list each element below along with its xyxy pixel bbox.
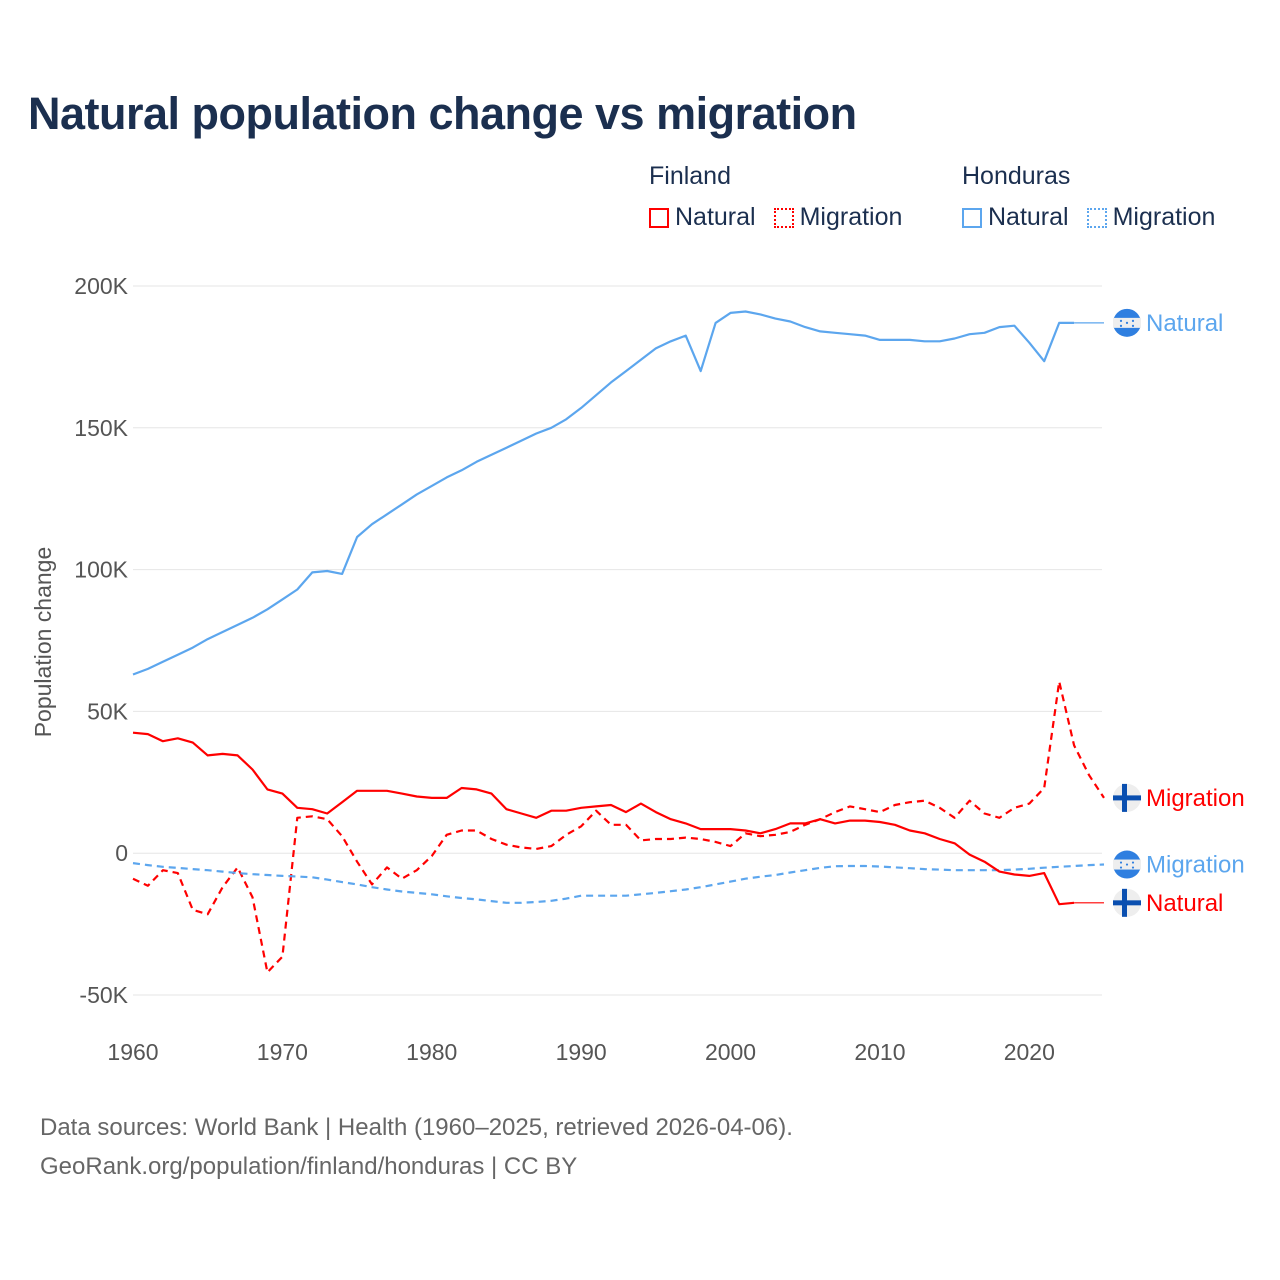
flag-star [1119, 866, 1123, 869]
y-tick-label: 0 [115, 840, 128, 866]
y-tick-label: 200K [74, 273, 128, 299]
legend-label: Natural [675, 203, 756, 231]
flag-star [1125, 321, 1129, 324]
x-tick-label: 2020 [1004, 1039, 1055, 1065]
series-line-finland-migration [132, 680, 1105, 974]
finland-flag-icon [1113, 888, 1141, 917]
legend-group-finland: Finland Natural Migration [649, 162, 902, 232]
end-label-text: Natural [1146, 310, 1223, 337]
y-tick-label: -50K [79, 982, 128, 1008]
legend-group-title: Honduras [962, 162, 1071, 190]
footer-link[interactable]: GeoRank.org/population/finland/honduras … [40, 1153, 578, 1180]
honduras-flag-icon [1113, 308, 1141, 337]
flag-star [1131, 866, 1135, 869]
y-tick-label: 100K [74, 557, 128, 583]
y-tick-label: 50K [87, 698, 129, 724]
legend-label: Natural [988, 203, 1069, 231]
legend-label: Migration [1112, 203, 1216, 231]
honduras-flag-icon [1113, 850, 1141, 879]
end-label-finland-migration: Migration [1113, 783, 1245, 812]
end-label-finland-natural: Natural [1113, 888, 1223, 917]
legend-item-finland-migration[interactable]: Migration [773, 203, 903, 232]
legend-swatch-dotted [773, 207, 794, 228]
end-label-text: Migration [1146, 785, 1245, 812]
x-tick-label: 2000 [705, 1039, 756, 1065]
end-label-honduras-migration: Migration [1113, 850, 1245, 879]
x-tick-label: 1960 [107, 1039, 158, 1065]
flag-star [1119, 861, 1123, 864]
legend-swatch-solid [962, 207, 982, 228]
series-line-finland-natural [132, 731, 1075, 906]
flag-star [1131, 319, 1135, 322]
flag-star [1119, 324, 1123, 327]
legend-item-finland-natural[interactable]: Natural [649, 203, 756, 232]
chart-title: Natural population change vs migration [28, 88, 857, 139]
flag-cross-v [1122, 783, 1127, 812]
x-tick-label: 1980 [406, 1039, 457, 1065]
legend-item-honduras-migration[interactable]: Migration [1086, 203, 1216, 232]
y-axis-label: Population change [30, 547, 56, 738]
end-label-text: Migration [1146, 852, 1245, 879]
end-label-text: Natural [1146, 890, 1223, 917]
x-tick-label: 2010 [854, 1039, 905, 1065]
legend-swatch-solid [649, 207, 669, 228]
footer-sources: Data sources: World Bank | Health (1960–… [40, 1114, 793, 1141]
flag-cross-v [1122, 888, 1127, 917]
flag-star [1119, 319, 1123, 322]
flag-star [1125, 863, 1129, 866]
y-tick-label: 150K [74, 415, 128, 441]
series-line-honduras-natural [132, 310, 1075, 676]
finland-flag-icon [1113, 783, 1141, 812]
series-line-honduras-migration [132, 862, 1105, 904]
legend-group-honduras: Honduras Natural Migration [962, 162, 1215, 232]
flag-star [1131, 861, 1135, 864]
flag-star [1131, 324, 1135, 327]
legend-group-title: Finland [649, 162, 731, 190]
x-tick-label: 1990 [556, 1039, 607, 1065]
footer: Data sources: World Bank | Health (1960–… [40, 1108, 793, 1186]
legend-swatch-dotted [1086, 207, 1107, 228]
end-label-honduras-natural: Natural [1113, 308, 1223, 337]
x-tick-label: 1970 [257, 1039, 308, 1065]
legend-item-honduras-natural[interactable]: Natural [962, 203, 1069, 232]
legend-label: Migration [799, 203, 903, 231]
